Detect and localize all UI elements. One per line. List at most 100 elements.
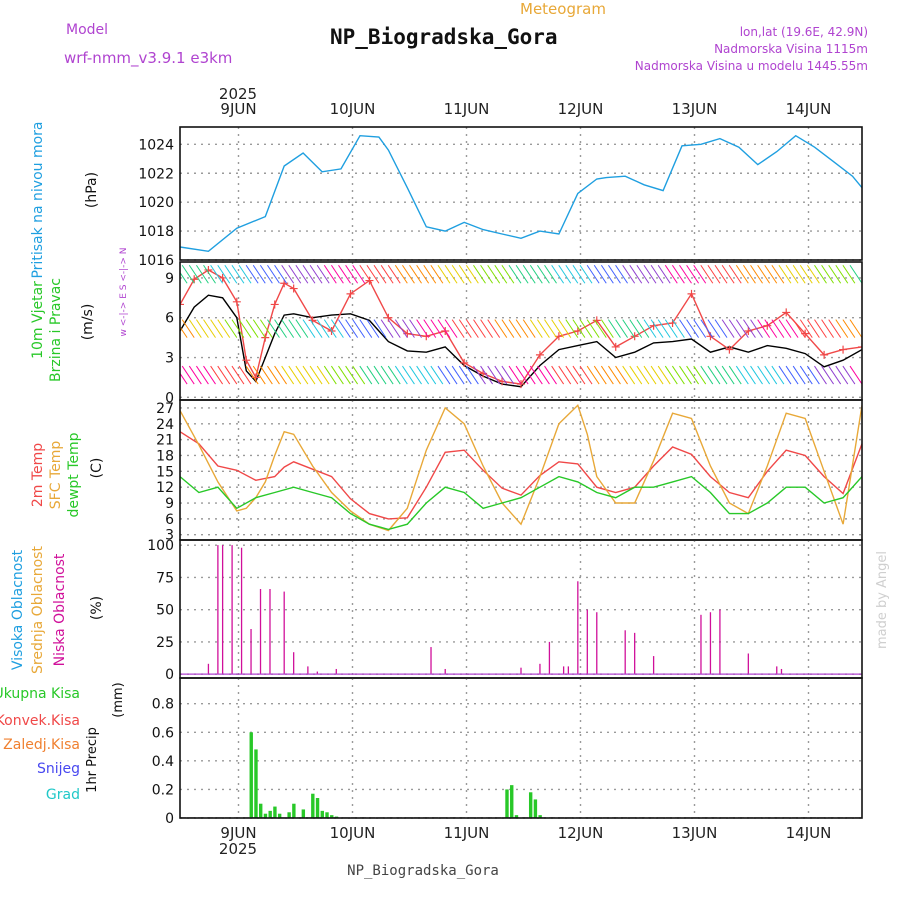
wind-barb bbox=[508, 365, 522, 385]
wind-barb bbox=[458, 264, 472, 284]
footer-station-title: NP_Biogradska_Gora bbox=[347, 863, 499, 879]
wind-barb bbox=[394, 264, 408, 284]
wind-barb bbox=[835, 365, 849, 385]
precip-bar bbox=[301, 809, 306, 818]
wind-barb bbox=[778, 319, 792, 338]
wind-barb bbox=[565, 264, 579, 284]
wind-barb bbox=[828, 264, 842, 284]
wind-barb bbox=[501, 319, 515, 338]
wind-barb bbox=[451, 264, 465, 284]
wind-barb bbox=[238, 319, 252, 338]
wind-barb bbox=[785, 319, 799, 338]
gust-marker bbox=[687, 289, 696, 298]
wind-barb bbox=[828, 365, 842, 385]
wind-barb bbox=[473, 319, 486, 338]
wind-barb bbox=[743, 319, 756, 338]
precip-ylabel: 1hr Precip bbox=[85, 727, 100, 793]
wind-barb bbox=[181, 365, 195, 385]
wind-barb bbox=[529, 319, 543, 338]
wind-barb bbox=[352, 365, 366, 385]
wind-barb bbox=[679, 319, 692, 338]
wind-barb bbox=[274, 264, 287, 284]
wind-barb bbox=[487, 365, 501, 385]
wind-barb bbox=[707, 365, 721, 385]
wind-barb bbox=[430, 365, 444, 385]
wind-barb bbox=[593, 319, 607, 338]
wind-barb bbox=[586, 365, 600, 385]
wind-barb bbox=[316, 264, 330, 284]
wind-barb bbox=[650, 319, 664, 338]
wind-barb bbox=[721, 365, 735, 385]
wind-barb bbox=[821, 365, 834, 385]
wind-barb bbox=[622, 319, 636, 338]
wind-barb bbox=[245, 319, 259, 338]
wind-barb bbox=[259, 264, 273, 284]
wind-barb bbox=[409, 264, 422, 284]
wind-barb bbox=[430, 319, 444, 338]
temp-ylabel-sub: SFC Temp bbox=[48, 441, 64, 510]
wind-barb bbox=[402, 264, 415, 284]
wind-barb bbox=[735, 319, 749, 338]
wind-barb bbox=[373, 319, 387, 338]
wind-barb bbox=[544, 365, 557, 385]
wind-barb bbox=[785, 365, 799, 385]
wind-barb bbox=[586, 264, 600, 284]
wind-barb bbox=[267, 319, 280, 338]
wind-barb bbox=[643, 264, 657, 284]
wind-barb bbox=[245, 264, 259, 284]
wind-barb bbox=[572, 365, 586, 385]
wind-barb bbox=[508, 319, 522, 338]
y-tick-label: 9 bbox=[165, 496, 174, 512]
y-tick-label: 1024 bbox=[138, 137, 174, 153]
wind-barb bbox=[252, 264, 266, 284]
wind-barb bbox=[821, 264, 834, 284]
wind-barb bbox=[537, 264, 550, 284]
meteogram-label: Meteogram bbox=[520, 0, 606, 18]
wind-barb bbox=[764, 264, 778, 284]
wind-barb bbox=[181, 319, 195, 338]
precip-bar bbox=[505, 789, 509, 818]
wind-barb bbox=[778, 264, 792, 284]
wind-barb bbox=[693, 264, 707, 284]
wind-barb bbox=[636, 319, 650, 338]
wind-barb bbox=[771, 264, 785, 284]
wind-barb bbox=[615, 365, 628, 385]
wind-barb bbox=[380, 319, 394, 338]
wind-barb bbox=[402, 319, 415, 338]
wind-barb bbox=[238, 365, 252, 385]
temperature-series bbox=[180, 404, 862, 532]
gust-marker bbox=[270, 300, 279, 309]
wind-barb bbox=[714, 319, 728, 338]
y-tick-label: 50 bbox=[156, 603, 174, 619]
wind-barb bbox=[252, 319, 266, 338]
wind-barb bbox=[451, 319, 465, 338]
wind-barb bbox=[735, 264, 749, 284]
wind-barb bbox=[323, 319, 337, 338]
y-tick-label: 0 bbox=[165, 390, 174, 406]
wind-barb bbox=[494, 319, 508, 338]
wind-barb bbox=[316, 319, 330, 338]
wind-barb bbox=[359, 365, 373, 385]
wind-barb bbox=[323, 365, 337, 385]
wind-series bbox=[180, 264, 862, 389]
wind-barb bbox=[196, 365, 209, 385]
gust-marker bbox=[218, 273, 227, 282]
bottom-day-label: 10JUN bbox=[330, 824, 376, 842]
wind-barb bbox=[551, 264, 565, 284]
wind-barb bbox=[544, 319, 557, 338]
wind-barb bbox=[572, 264, 586, 284]
pressure-series bbox=[180, 134, 862, 253]
wind-barb bbox=[522, 264, 536, 284]
y-tick-label: 0.8 bbox=[152, 697, 174, 713]
wind-barb bbox=[352, 319, 366, 338]
wind-barb bbox=[465, 264, 479, 284]
wind-barb bbox=[757, 365, 771, 385]
wind-barb bbox=[551, 319, 565, 338]
wind-barb bbox=[707, 264, 721, 284]
wind-barb bbox=[231, 365, 245, 385]
gust-marker bbox=[782, 308, 791, 317]
wind-barb bbox=[721, 264, 735, 284]
top-day-label: 14JUN bbox=[786, 100, 832, 118]
wind-barb bbox=[274, 319, 287, 338]
wind-barb bbox=[806, 319, 820, 338]
